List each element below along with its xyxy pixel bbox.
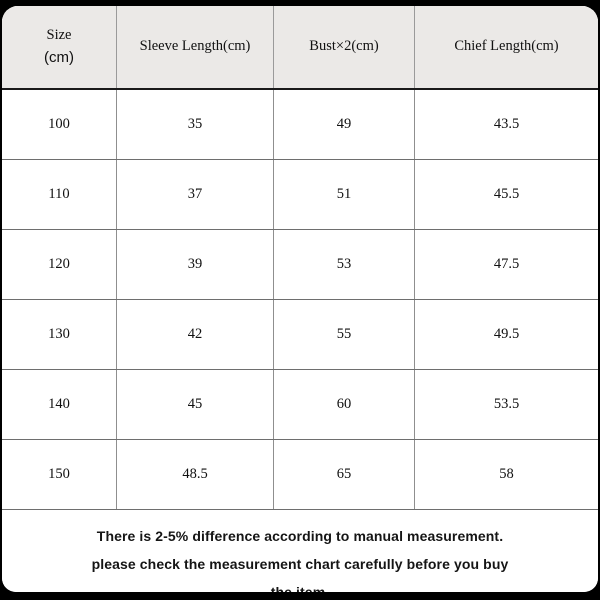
column-header-sleeve-length: Sleeve Length(cm) [116, 6, 274, 90]
cell-chief: 53.5 [414, 369, 598, 440]
bottom-border-strip [0, 594, 600, 600]
note-line-1: There is 2-5% difference according to ma… [96, 528, 504, 544]
column-header-sleeve-length-label: Sleeve Length(cm) [139, 38, 251, 55]
cell-bust: 51 [273, 159, 415, 230]
cell-size: 120 [2, 229, 117, 300]
table-row: 100 35 49 43.5 [2, 89, 598, 160]
cell-size: 110 [2, 159, 117, 230]
table-row: 150 48.5 65 58 [2, 439, 598, 510]
table-body: 100 35 49 43.5 110 37 51 45.5 120 39 53 … [2, 89, 598, 510]
cell-chief: 58 [414, 439, 598, 510]
size-chart-table: Size (cm) Sleeve Length(cm) Bust×2(cm) C… [2, 6, 598, 510]
cell-bust: 65 [273, 439, 415, 510]
column-header-size-unit: (cm) [44, 48, 74, 66]
cell-bust: 55 [273, 299, 415, 370]
note-line-2: please check the measurement chart caref… [91, 556, 509, 572]
table-row: 140 45 60 53.5 [2, 369, 598, 440]
cell-sleeve: 45 [116, 369, 274, 440]
table-row: 110 37 51 45.5 [2, 159, 598, 230]
column-header-chief-length: Chief Length(cm) [414, 6, 598, 90]
cell-chief: 49.5 [414, 299, 598, 370]
cell-chief: 45.5 [414, 159, 598, 230]
cell-chief: 47.5 [414, 229, 598, 300]
cell-bust: 60 [273, 369, 415, 440]
cell-sleeve: 35 [116, 89, 274, 160]
cell-size: 130 [2, 299, 117, 370]
column-header-size: Size (cm) [2, 6, 117, 90]
note-line-3: the item. [270, 584, 330, 592]
cell-sleeve: 42 [116, 299, 274, 370]
measurement-note: There is 2-5% difference according to ma… [2, 510, 598, 592]
cell-bust: 53 [273, 229, 415, 300]
column-header-bust-label: Bust×2(cm) [309, 38, 379, 55]
header-row: Size (cm) Sleeve Length(cm) Bust×2(cm) C… [2, 6, 598, 90]
cell-sleeve: 39 [116, 229, 274, 300]
table-row: 130 42 55 49.5 [2, 299, 598, 370]
cell-sleeve: 48.5 [116, 439, 274, 510]
cell-bust: 49 [273, 89, 415, 160]
cell-sleeve: 37 [116, 159, 274, 230]
table-header: Size (cm) Sleeve Length(cm) Bust×2(cm) C… [2, 6, 598, 90]
column-header-chief-length-label: Chief Length(cm) [454, 38, 559, 55]
size-chart-card: Size (cm) Sleeve Length(cm) Bust×2(cm) C… [2, 6, 598, 592]
cell-size: 140 [2, 369, 117, 440]
column-header-size-label: Size [46, 26, 72, 43]
cell-size: 150 [2, 439, 117, 510]
cell-chief: 43.5 [414, 89, 598, 160]
table-row: 120 39 53 47.5 [2, 229, 598, 300]
cell-size: 100 [2, 89, 117, 160]
column-header-bust: Bust×2(cm) [273, 6, 415, 90]
